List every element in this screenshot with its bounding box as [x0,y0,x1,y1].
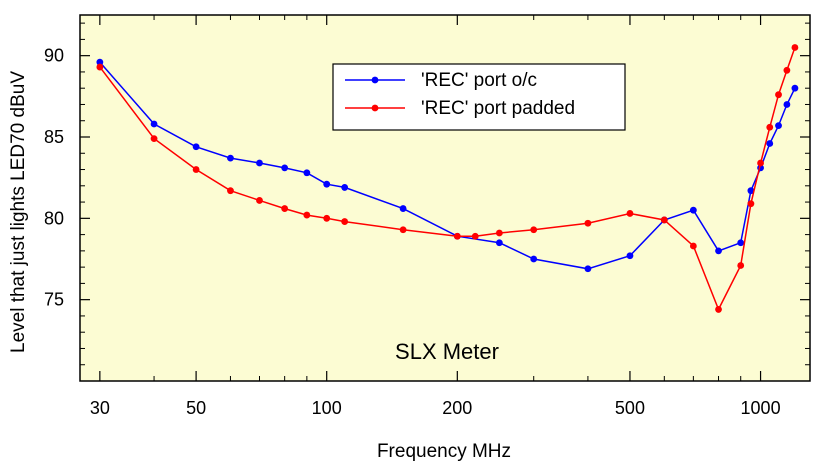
x-tick-label: 500 [615,398,645,418]
data-point-series-1 [495,229,503,237]
x-tick-label: 100 [312,398,342,418]
data-point-series-0 [96,58,104,66]
x-tick-label: 1000 [741,398,781,418]
x-axis-title: Frequency MHz [377,441,511,462]
y-tick-label: 75 [44,290,64,310]
data-point-series-1 [660,216,668,224]
data-point-series-1 [227,187,234,195]
data-point-series-0 [766,140,774,147]
data-point-series-1 [584,219,592,227]
data-point-series-0 [715,247,722,255]
data-point-series-1 [453,232,461,240]
data-point-series-1 [757,159,764,167]
y-tick-label: 85 [44,127,64,147]
data-point-series-1 [715,306,722,313]
x-tick-label: 30 [90,398,110,418]
data-point-series-1 [96,63,104,71]
legend-marker-rec-oc [371,76,379,84]
x-tick-label: 50 [186,398,206,418]
legend-marker-rec-padded [371,104,379,112]
data-point-series-0 [530,255,538,263]
data-point-series-0 [689,206,697,214]
legend-box [332,63,626,131]
data-point-series-0 [747,187,755,195]
data-point-series-1 [399,226,407,234]
data-point-series-0 [303,169,311,177]
data-point-series-1 [256,197,263,204]
data-point-series-1 [471,232,479,240]
series-line-1 [99,47,796,312]
data-point-series-1 [747,200,755,208]
y-tick-label: 80 [44,208,64,228]
data-point-series-1 [281,205,289,212]
data-point-series-0 [495,239,503,247]
data-point-series-1 [626,210,634,217]
legend-label-rec-padded: 'REC' port padded [421,98,575,119]
data-point-series-0 [323,180,331,188]
x-tick-label: 200 [442,398,472,418]
y-axis-title: Level that just lights LED70 dBuV [8,71,29,353]
data-point-series-1 [766,123,774,131]
data-point-series-1 [530,226,538,234]
data-point-series-0 [737,239,745,247]
data-point-series-1 [689,242,697,250]
data-point-series-0 [150,120,158,128]
data-point-series-0 [281,164,289,172]
data-point-series-1 [341,218,349,225]
data-point-series-1 [303,211,311,219]
data-point-series-0 [626,252,634,260]
data-point-series-1 [775,91,782,99]
plot-frame [79,14,811,382]
data-point-series-1 [150,135,158,143]
data-point-series-0 [227,154,234,162]
chart-annotation: SLX Meter [395,339,499,364]
y-tick-label: 90 [44,46,64,66]
data-point-series-0 [775,122,782,130]
data-point-series-0 [341,184,349,191]
legend: 'REC' port o/c 'REC' port padded [332,63,626,131]
data-point-series-0 [256,159,263,167]
legend-label-rec-oc: 'REC' port o/c [421,70,537,91]
data-point-series-0 [791,84,799,92]
data-point-series-0 [192,143,200,151]
data-point-series-1 [737,262,745,269]
data-point-series-0 [584,265,592,273]
data-point-series-0 [783,101,791,108]
data-point-series-1 [791,44,799,51]
data-point-series-0 [399,205,407,212]
data-point-series-1 [783,66,791,74]
data-point-series-1 [323,214,331,222]
data-point-series-1 [192,166,200,173]
